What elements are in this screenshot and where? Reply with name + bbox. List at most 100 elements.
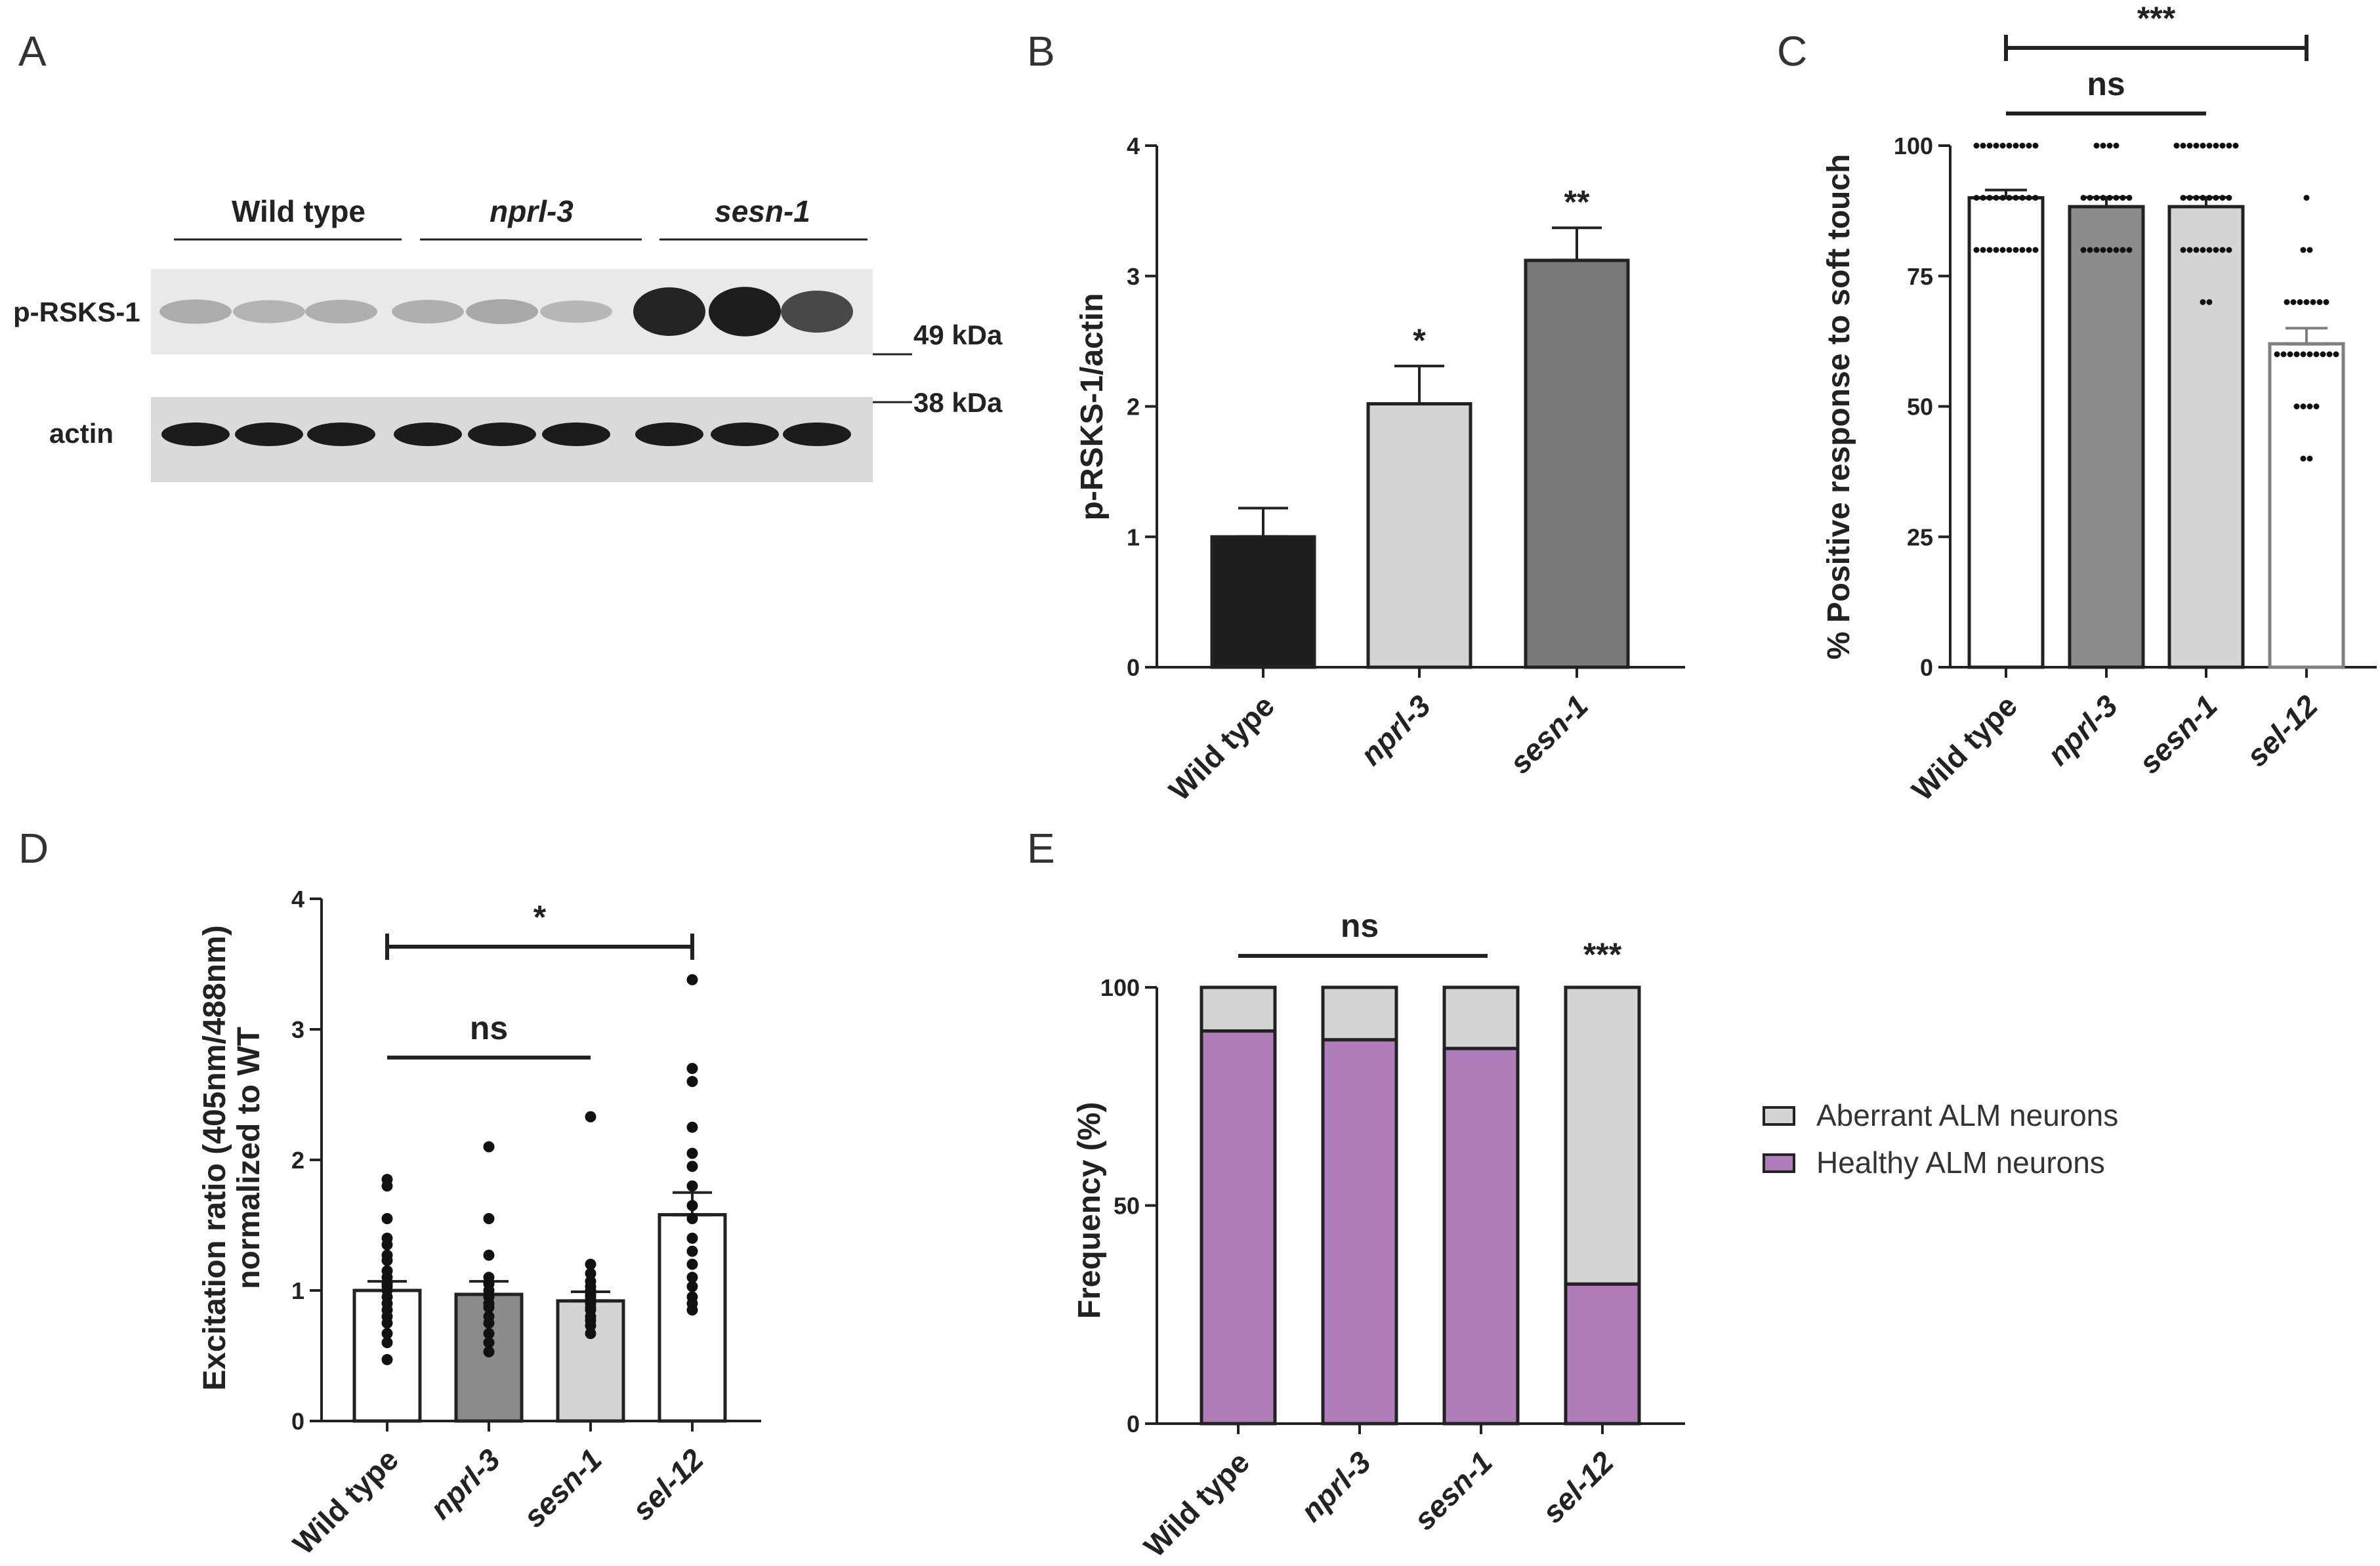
y-tick-label: 50 — [1907, 394, 1933, 421]
marker-label: 38 kDa — [913, 387, 1003, 418]
data-point — [2193, 247, 2200, 253]
bar-segment-aberrant — [1321, 985, 1398, 1042]
data-point — [2180, 195, 2186, 201]
significance-label: ns — [1341, 907, 1379, 944]
data-point — [2013, 247, 2019, 253]
y-tick-label: 25 — [1907, 524, 1933, 550]
data-point — [2206, 299, 2213, 305]
data-point — [686, 1245, 698, 1257]
data-point — [381, 1180, 393, 1192]
data-point — [2307, 455, 2313, 462]
data-point — [2310, 299, 2316, 305]
data-point — [2100, 195, 2106, 201]
significance-label: ** — [1564, 184, 1590, 220]
y-tick-label: 3 — [1127, 263, 1140, 290]
blot-band — [542, 422, 610, 446]
data-point — [381, 1317, 393, 1329]
y-tick-label: 4 — [1127, 133, 1140, 159]
data-point — [2026, 247, 2032, 253]
data-point — [2307, 247, 2313, 253]
data-point — [686, 974, 698, 985]
data-point — [1999, 195, 2006, 201]
data-point — [2307, 403, 2313, 409]
bar — [2268, 342, 2345, 669]
data-point — [2313, 351, 2320, 358]
y-tick-label: 50 — [1114, 1193, 1140, 1220]
blot-band — [633, 287, 705, 336]
x-tick-label: sel-12 — [1535, 1445, 1620, 1529]
data-point — [2206, 142, 2213, 149]
data-point — [2303, 299, 2310, 305]
bar-segment-healthy — [1200, 1029, 1277, 1426]
data-point — [2013, 142, 2019, 149]
data-point — [2300, 247, 2307, 253]
data-point — [585, 1111, 596, 1123]
y-tick-label: 4 — [291, 886, 304, 913]
blot-group-label: Wild type — [232, 194, 365, 228]
x-tick-label: sel-12 — [2240, 688, 2324, 773]
data-point — [2106, 142, 2113, 149]
data-point — [585, 1328, 596, 1340]
data-point — [1973, 195, 1980, 201]
data-point — [381, 1337, 393, 1349]
data-point — [2087, 247, 2093, 253]
bar — [1524, 258, 1630, 669]
bar — [658, 1213, 727, 1423]
data-point — [1980, 195, 1986, 201]
data-point — [2026, 142, 2032, 149]
bar-segment-healthy — [1321, 1038, 1398, 1426]
data-point — [1999, 247, 2006, 253]
data-point — [483, 1249, 495, 1261]
data-point — [2219, 195, 2226, 201]
significance-label: *** — [1583, 936, 1622, 973]
bar-segment-healthy — [1442, 1046, 1520, 1426]
data-point — [2032, 195, 2039, 201]
data-point — [2193, 142, 2200, 149]
chart-d: 0 1 2 3 4 Excitation ratio (405nm/488nm) norma… — [198, 886, 761, 1561]
blot-band — [540, 300, 612, 323]
blot-band — [709, 287, 781, 337]
data-point — [2313, 403, 2320, 409]
data-point — [2032, 247, 2039, 253]
data-point — [1973, 247, 1980, 253]
y-tick-label: 0 — [1127, 654, 1140, 681]
legend-swatch-aberrant — [1763, 1106, 1795, 1126]
data-point — [2180, 247, 2186, 253]
data-point — [2186, 195, 2193, 201]
data-point — [2106, 247, 2113, 253]
x-tick-label: Wild type — [1162, 688, 1281, 807]
data-point — [585, 1258, 596, 1270]
data-point — [2032, 142, 2039, 149]
blot-band — [392, 300, 464, 323]
y-tick-label: 0 — [1920, 654, 1933, 681]
data-point — [1993, 247, 1999, 253]
data-point — [483, 1302, 495, 1313]
data-point — [2307, 351, 2313, 358]
data-point — [2200, 195, 2206, 201]
data-point — [483, 1317, 495, 1329]
panel-label-d: D — [18, 825, 49, 872]
data-point — [2206, 247, 2213, 253]
data-point — [381, 1254, 393, 1266]
data-point — [2019, 195, 2026, 201]
data-point — [686, 1161, 698, 1172]
data-point — [2080, 195, 2087, 201]
data-point — [2287, 351, 2293, 358]
data-point — [2093, 195, 2100, 201]
data-point — [686, 1180, 698, 1192]
data-point — [2300, 403, 2307, 409]
data-point — [2019, 142, 2026, 149]
panel-label-e: E — [1027, 825, 1055, 872]
data-point — [2100, 247, 2106, 253]
data-point — [686, 1258, 698, 1270]
data-point — [2186, 247, 2193, 253]
y-axis-label: Excitation ratio (405nm/488nm) — [198, 925, 232, 1391]
data-point — [2119, 247, 2126, 253]
legend: Aberrant ALM neurons Healthy ALM neurons — [1763, 1098, 2118, 1180]
data-point — [2113, 195, 2119, 201]
blot-band — [394, 422, 462, 446]
data-point — [1986, 142, 1993, 149]
data-point — [2323, 299, 2329, 305]
legend-swatch-healthy — [1763, 1153, 1795, 1173]
data-point — [2186, 142, 2193, 149]
